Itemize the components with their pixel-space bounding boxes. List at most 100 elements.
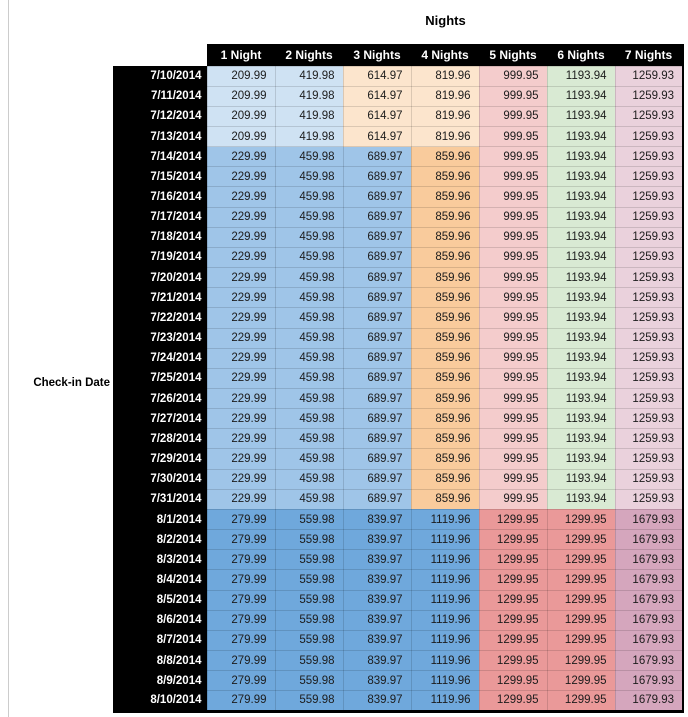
price-cell[interactable]: 229.99 xyxy=(206,287,276,309)
price-cell[interactable]: 999.95 xyxy=(478,105,548,127)
price-cell[interactable]: 1679.93 xyxy=(614,690,684,712)
price-cell[interactable]: 229.99 xyxy=(206,488,276,510)
row-date-label[interactable]: 8/4/2014 xyxy=(113,569,207,591)
price-cell[interactable]: 459.98 xyxy=(274,387,344,410)
row-date-label[interactable]: 8/9/2014 xyxy=(113,670,207,691)
price-cell[interactable]: 1679.93 xyxy=(614,650,684,672)
price-cell[interactable]: 999.95 xyxy=(478,166,548,188)
price-cell[interactable]: 1259.93 xyxy=(614,125,684,148)
price-cell[interactable]: 209.99 xyxy=(206,105,276,127)
price-cell[interactable]: 614.97 xyxy=(342,65,412,87)
row-date-label[interactable]: 8/6/2014 xyxy=(113,610,207,631)
price-cell[interactable]: 689.97 xyxy=(342,287,412,309)
row-date-label[interactable]: 7/17/2014 xyxy=(113,207,207,228)
row-date-label[interactable]: 7/24/2014 xyxy=(113,348,207,369)
price-cell[interactable]: 1119.96 xyxy=(410,690,480,712)
price-cell[interactable]: 559.98 xyxy=(274,569,344,591)
row-date-label[interactable]: 7/12/2014 xyxy=(113,106,207,127)
price-cell[interactable]: 859.96 xyxy=(410,166,480,188)
price-cell[interactable]: 999.95 xyxy=(478,125,548,148)
price-cell[interactable]: 839.97 xyxy=(342,589,412,611)
price-cell[interactable]: 1259.93 xyxy=(614,226,684,248)
price-cell[interactable]: 999.95 xyxy=(478,65,548,87)
price-cell[interactable]: 1299.95 xyxy=(478,650,548,672)
price-cell[interactable]: 419.98 xyxy=(274,125,344,148)
price-cell[interactable]: 419.98 xyxy=(274,65,344,87)
price-cell[interactable]: 999.95 xyxy=(478,428,548,450)
price-cell[interactable]: 1193.94 xyxy=(546,186,616,208)
price-cell[interactable]: 689.97 xyxy=(342,408,412,430)
price-cell[interactable]: 689.97 xyxy=(342,428,412,450)
price-cell[interactable]: 1259.93 xyxy=(614,428,684,450)
price-cell[interactable]: 1259.93 xyxy=(614,347,684,369)
price-cell[interactable]: 1679.93 xyxy=(614,529,684,551)
row-date-label[interactable]: 8/8/2014 xyxy=(113,650,207,671)
price-cell[interactable]: 1193.94 xyxy=(546,206,616,228)
row-date-label[interactable]: 7/19/2014 xyxy=(113,247,207,268)
price-cell[interactable]: 1193.94 xyxy=(546,226,616,248)
row-date-label[interactable]: 7/23/2014 xyxy=(113,328,207,349)
row-date-label[interactable]: 7/13/2014 xyxy=(113,126,207,147)
price-cell[interactable]: 229.99 xyxy=(206,246,276,269)
price-cell[interactable]: 1193.94 xyxy=(546,307,616,329)
column-header-2-nights[interactable]: 2 Nights xyxy=(275,44,343,66)
price-cell[interactable]: 1193.94 xyxy=(546,347,616,369)
price-cell[interactable]: 559.98 xyxy=(274,670,344,692)
price-cell[interactable]: 279.99 xyxy=(206,650,276,672)
price-cell[interactable]: 999.95 xyxy=(478,448,548,470)
price-cell[interactable]: 1119.96 xyxy=(410,609,480,631)
price-cell[interactable]: 1299.95 xyxy=(478,569,548,591)
price-cell[interactable]: 859.96 xyxy=(410,387,480,410)
price-cell[interactable]: 1299.95 xyxy=(478,629,548,652)
row-date-label[interactable]: 7/22/2014 xyxy=(113,307,207,329)
price-cell[interactable]: 279.99 xyxy=(206,569,276,591)
price-cell[interactable]: 1119.96 xyxy=(410,569,480,591)
row-date-label[interactable]: 7/14/2014 xyxy=(113,146,207,167)
price-cell[interactable]: 839.97 xyxy=(342,549,412,571)
price-cell[interactable]: 1259.93 xyxy=(614,307,684,329)
price-cell[interactable]: 999.95 xyxy=(478,287,548,309)
price-cell[interactable]: 689.97 xyxy=(342,387,412,410)
price-cell[interactable]: 689.97 xyxy=(342,488,412,510)
row-date-label[interactable]: 8/5/2014 xyxy=(113,590,207,611)
price-cell[interactable]: 229.99 xyxy=(206,146,276,168)
row-date-label[interactable]: 7/10/2014 xyxy=(113,66,207,87)
price-cell[interactable]: 559.98 xyxy=(274,690,344,712)
price-cell[interactable]: 859.96 xyxy=(410,226,480,248)
price-cell[interactable]: 1259.93 xyxy=(614,367,684,390)
price-cell[interactable]: 229.99 xyxy=(206,327,276,349)
price-cell[interactable]: 999.95 xyxy=(478,408,548,430)
price-cell[interactable]: 229.99 xyxy=(206,408,276,430)
price-cell[interactable]: 559.98 xyxy=(274,589,344,611)
price-cell[interactable]: 839.97 xyxy=(342,690,412,712)
column-header-5-nights[interactable]: 5 Nights xyxy=(479,44,547,66)
price-cell[interactable]: 229.99 xyxy=(206,206,276,228)
price-cell[interactable]: 1119.96 xyxy=(410,549,480,571)
price-cell[interactable]: 419.98 xyxy=(274,85,344,107)
price-cell[interactable]: 999.95 xyxy=(478,226,548,248)
price-cell[interactable]: 859.96 xyxy=(410,428,480,450)
price-cell[interactable]: 819.96 xyxy=(410,125,480,148)
price-cell[interactable]: 1679.93 xyxy=(614,569,684,591)
price-cell[interactable]: 1299.95 xyxy=(478,508,548,531)
price-cell[interactable]: 1259.93 xyxy=(614,488,684,510)
price-cell[interactable]: 1259.93 xyxy=(614,65,684,87)
price-cell[interactable]: 859.96 xyxy=(410,246,480,269)
price-cell[interactable]: 859.96 xyxy=(410,448,480,470)
price-cell[interactable]: 229.99 xyxy=(206,186,276,208)
price-cell[interactable]: 1259.93 xyxy=(614,408,684,430)
price-cell[interactable]: 859.96 xyxy=(410,267,480,289)
price-cell[interactable]: 999.95 xyxy=(478,246,548,269)
price-cell[interactable]: 459.98 xyxy=(274,367,344,390)
price-cell[interactable]: 279.99 xyxy=(206,589,276,611)
price-cell[interactable]: 1193.94 xyxy=(546,287,616,309)
price-cell[interactable]: 819.96 xyxy=(410,105,480,127)
column-header-7-nights[interactable]: 7 Nights xyxy=(615,44,683,66)
price-cell[interactable]: 279.99 xyxy=(206,508,276,531)
price-cell[interactable]: 559.98 xyxy=(274,529,344,551)
price-cell[interactable]: 1679.93 xyxy=(614,609,684,631)
price-cell[interactable]: 229.99 xyxy=(206,267,276,289)
price-cell[interactable]: 689.97 xyxy=(342,146,412,168)
price-cell[interactable]: 459.98 xyxy=(274,327,344,349)
price-cell[interactable]: 1299.95 xyxy=(478,609,548,631)
